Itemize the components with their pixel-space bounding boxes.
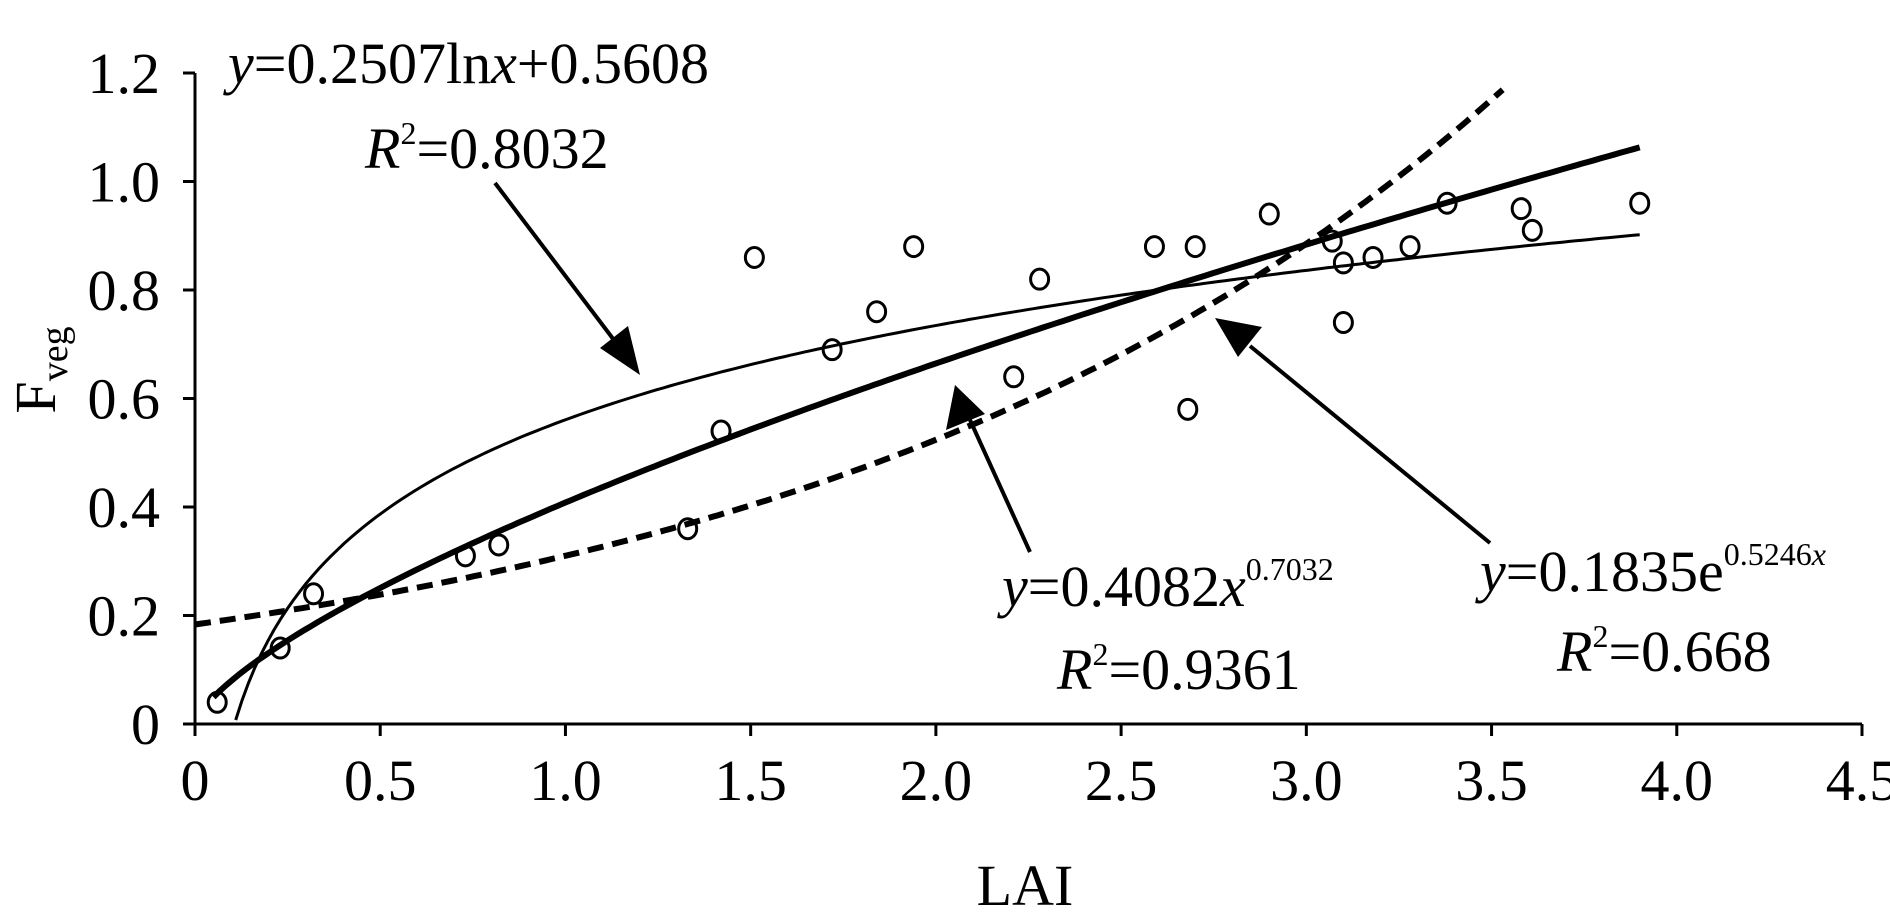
- data-point: [303, 582, 325, 606]
- x-tick-label: 0: [181, 748, 210, 813]
- log-fit-annotation: y=0.2507lnx+0.5608 R2=0.8032: [223, 31, 709, 181]
- data-point: [710, 419, 732, 443]
- power-r2-sup: 2: [1092, 636, 1108, 672]
- y-tick-label: 1.0: [88, 150, 161, 215]
- x-tick-label: 0.5: [344, 748, 417, 813]
- power-annotation-arrow-line: [968, 419, 1032, 553]
- data-point: [1143, 235, 1165, 259]
- fit-curves: [194, 87, 1641, 721]
- x-axis-ticks: 0 0.5 1.0 1.5 2.0 2.5 3.0 3.5 4.0 4.5: [181, 724, 1890, 813]
- exp-fit-annotation: y=0.1835e0.5246x R2=0.668: [1475, 536, 1826, 684]
- y-tick-label: 1.2: [88, 41, 161, 106]
- exp-fit-curve: [194, 87, 1505, 628]
- data-point: [206, 690, 228, 714]
- exp-r2-value: =0.668: [1608, 619, 1771, 684]
- data-point: [1629, 191, 1651, 215]
- svg-text:R2=0.8032: R2=0.8032: [364, 115, 609, 181]
- data-point: [1177, 397, 1199, 421]
- y-axis-title-main: F: [3, 381, 68, 413]
- exp-eq-y: y: [1475, 539, 1506, 604]
- data-point: [269, 636, 291, 660]
- x-tick-label: 2.0: [900, 748, 973, 813]
- log-annotation-arrow-line: [493, 181, 622, 350]
- y-tick-label: 0.8: [88, 258, 161, 323]
- data-point: [1510, 197, 1532, 221]
- svg-text:Fveg: Fveg: [3, 326, 76, 413]
- power-eq-exponent: 0.7032: [1246, 551, 1334, 587]
- data-point: [1029, 267, 1051, 291]
- y-axis-title-sub: veg: [34, 326, 76, 381]
- x-tick-label: 1.5: [714, 748, 787, 813]
- power-eq-x: x: [1219, 554, 1246, 619]
- data-point: [1521, 218, 1543, 242]
- data-point: [821, 338, 843, 362]
- log-r2-value: =0.8032: [416, 116, 608, 181]
- power-r2-value: =0.9361: [1108, 637, 1300, 702]
- exp-eq-mid: =0.1835e: [1506, 539, 1724, 604]
- y-tick-label: 0.6: [88, 367, 161, 432]
- log-eq-mid: =0.2507ln: [254, 31, 491, 96]
- data-point: [903, 235, 925, 259]
- data-point: [454, 544, 476, 568]
- annotation-arrows: [493, 181, 1492, 553]
- data-point: [1258, 202, 1280, 226]
- log-eq-end: +0.5608: [517, 31, 709, 96]
- x-tick-label: 3.5: [1455, 748, 1528, 813]
- data-point: [677, 517, 699, 541]
- x-tick-label: 2.5: [1085, 748, 1158, 813]
- power-annotation-arrowhead: [946, 385, 985, 430]
- svg-text:y=0.2507lnx+0.5608: y=0.2507lnx+0.5608: [223, 31, 709, 96]
- exp-annotation-arrow-line: [1248, 344, 1492, 545]
- svg-text:R2=0.9361: R2=0.9361: [1056, 636, 1301, 702]
- y-tick-label: 0: [131, 692, 160, 757]
- x-axis-title: LAI: [977, 853, 1074, 917]
- x-tick-label: 4.0: [1641, 748, 1714, 813]
- data-point: [1332, 311, 1354, 335]
- data-point: [1436, 191, 1458, 215]
- power-fit-annotation: y=0.4082x0.7032 R2=0.9361: [997, 551, 1334, 702]
- data-point: [743, 245, 765, 269]
- log-r2-sup: 2: [400, 115, 416, 151]
- log-eq-x: x: [490, 31, 517, 96]
- power-fit-curve: [211, 144, 1641, 700]
- data-point: [866, 300, 888, 324]
- data-point: [1184, 235, 1206, 259]
- y-axis-title: Fveg: [3, 326, 76, 413]
- data-point: [488, 533, 510, 557]
- data-point: [1332, 251, 1354, 275]
- data-point: [1399, 235, 1421, 259]
- data-points: [206, 191, 1651, 714]
- exp-annotation-arrowhead: [1215, 318, 1262, 357]
- svg-text:R2=0.668: R2=0.668: [1556, 618, 1772, 684]
- exp-eq-exponent-x: x: [1811, 536, 1826, 572]
- svg-text:y=0.4082x0.7032: y=0.4082x0.7032: [997, 551, 1334, 619]
- power-eq-y: y: [997, 554, 1028, 619]
- x-tick-label: 1.0: [529, 748, 602, 813]
- log-eq-y: y: [223, 31, 254, 96]
- power-eq-mid: =0.4082: [1028, 554, 1220, 619]
- y-tick-label: 0.4: [88, 475, 161, 540]
- data-point: [1362, 245, 1384, 269]
- log-annotation-arrowhead: [600, 326, 640, 375]
- log-r2-label: R: [364, 116, 400, 181]
- y-axis-ticks: 0 0.2 0.4 0.6 0.8 1.0 1.2: [88, 41, 195, 757]
- x-tick-label: 3.0: [1270, 748, 1343, 813]
- exp-r2-label: R: [1556, 619, 1592, 684]
- power-r2-label: R: [1056, 637, 1092, 702]
- exp-r2-sup: 2: [1592, 618, 1608, 654]
- data-point: [1003, 365, 1025, 389]
- data-point: [1321, 229, 1343, 253]
- exp-eq-exponent: 0.5246: [1724, 536, 1812, 572]
- log-fit-curve: [234, 233, 1640, 721]
- svg-text:y=0.1835e0.5246x: y=0.1835e0.5246x: [1475, 536, 1826, 604]
- x-tick-label: 4.5: [1826, 748, 1890, 813]
- y-tick-label: 0.2: [88, 584, 161, 649]
